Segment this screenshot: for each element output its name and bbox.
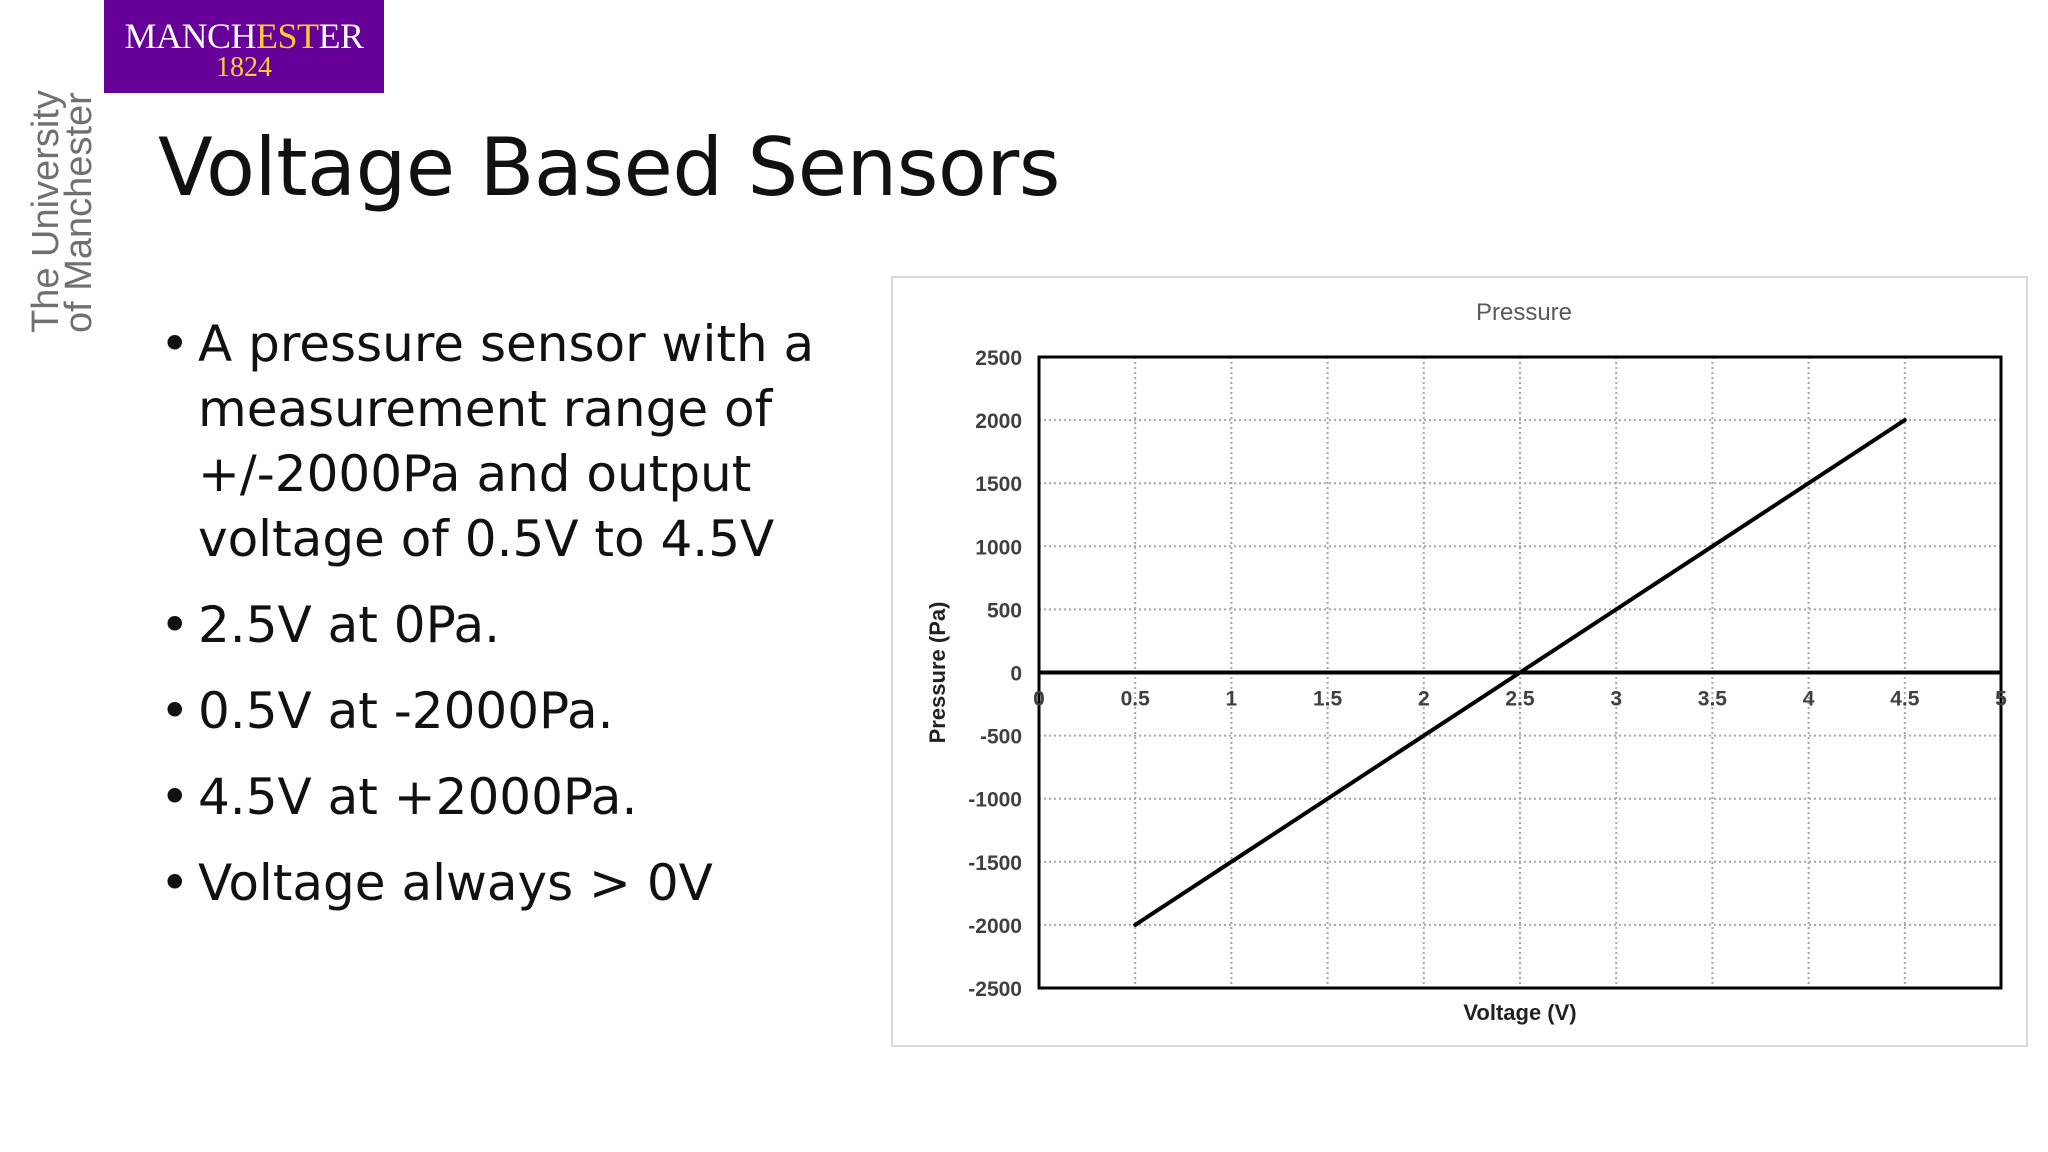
bullet-text: A pressure sensor with a measurement ran… [198, 315, 815, 568]
university-logo: MANCHESTER 1824 [104, 0, 384, 93]
bullet-item: • Voltage always > 0V [160, 851, 860, 916]
bullet-list: • A pressure sensor with a measurement ra… [160, 312, 860, 937]
bullet-item: • 2.5V at 0Pa. [160, 593, 860, 658]
bullet-dot: • [160, 596, 190, 654]
bullet-text: 4.5V at +2000Pa. [198, 768, 638, 826]
university-name-line2: of Manchester [58, 92, 100, 333]
logo-year: 1824 [216, 52, 272, 83]
bullet-item: • 4.5V at +2000Pa. [160, 765, 860, 830]
chart-frame [891, 276, 2028, 1047]
bullet-text: 0.5V at -2000Pa. [198, 682, 614, 740]
slide-title: Voltage Based Sensors [158, 121, 1060, 214]
bullet-dot: • [160, 682, 190, 740]
bullet-text: 2.5V at 0Pa. [198, 596, 501, 654]
bullet-dot: • [160, 315, 190, 373]
university-vertical-name: The University of Manchester [25, 90, 100, 333]
bullet-item: • A pressure sensor with a measurement ra… [160, 312, 860, 572]
bullet-item: • 0.5V at -2000Pa. [160, 679, 860, 744]
logo-wordmark: MANCHESTER [124, 16, 364, 56]
bullet-dot: • [160, 854, 190, 912]
bullet-dot: • [160, 768, 190, 826]
bullet-text: Voltage always > 0V [198, 854, 713, 912]
